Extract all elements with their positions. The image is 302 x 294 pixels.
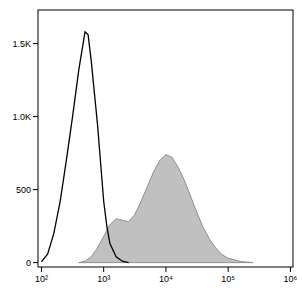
y-tick	[33, 189, 38, 190]
y-tick-label: 500	[16, 185, 31, 195]
line-series	[41, 32, 128, 263]
x-tick	[165, 267, 166, 272]
y-tick-label: 1.0K	[12, 112, 31, 122]
x-tick-label: 10⁶	[284, 274, 298, 284]
chart-svg: 10² 10³ 10⁴ 10⁵ 10⁶ 0 500 1.0K 1.5K	[0, 0, 302, 294]
y-tick-label: 0	[26, 258, 31, 268]
x-tick-label: 10⁵	[221, 274, 235, 284]
y-tick	[33, 262, 38, 263]
plot-area	[41, 32, 253, 263]
x-tick-label: 10³	[97, 274, 110, 284]
chart-container: 10² 10³ 10⁴ 10⁵ 10⁶ 0 500 1.0K 1.5K	[0, 0, 302, 294]
x-tick	[103, 267, 104, 272]
x-tick	[290, 267, 291, 272]
x-tick	[228, 267, 229, 272]
x-tick-label: 10²	[35, 274, 48, 284]
x-tick-label: 10⁴	[159, 274, 173, 284]
y-tick	[33, 43, 38, 44]
x-tick	[41, 267, 42, 272]
y-tick-label: 1.5K	[12, 39, 31, 49]
plot-frame	[38, 10, 293, 267]
y-tick	[33, 116, 38, 117]
